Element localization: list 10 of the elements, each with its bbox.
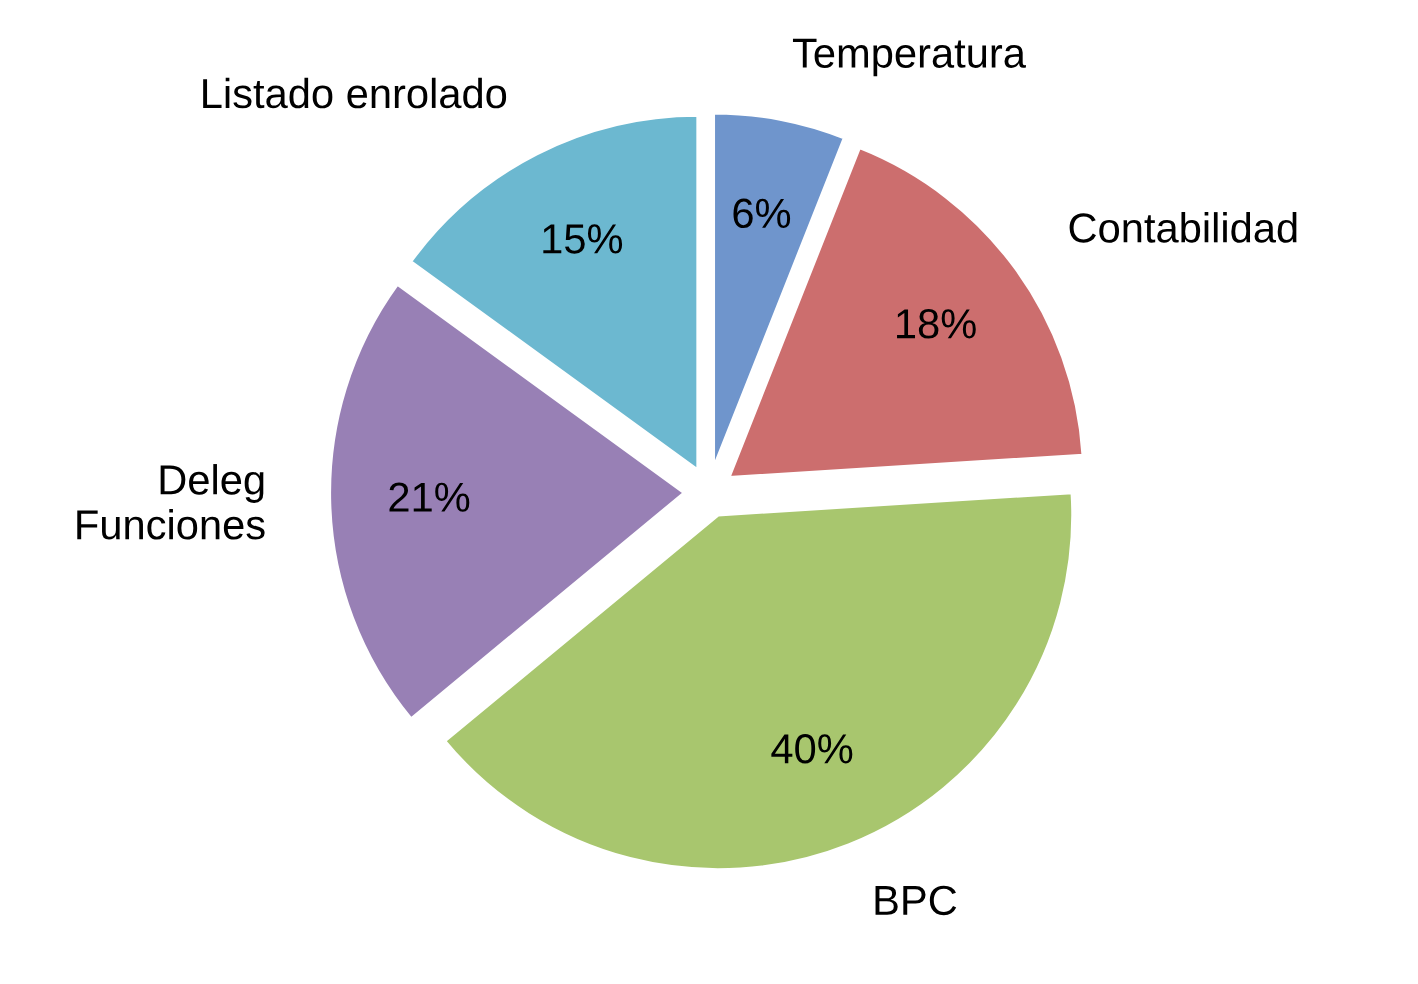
data-label: 21% (389, 482, 470, 512)
slice-label: Deleg Funciones (77, 464, 265, 540)
slice-label: Listado enrolado (203, 77, 507, 109)
slice-label: BPC (875, 885, 957, 916)
data-label: 40% (771, 734, 853, 764)
slice-label: Contabilidad (1069, 212, 1297, 243)
data-label: 18% (897, 309, 976, 339)
slice-label: Temperatura (792, 38, 1026, 77)
data-label: 6% (733, 198, 791, 229)
data-label: 15% (543, 224, 623, 254)
